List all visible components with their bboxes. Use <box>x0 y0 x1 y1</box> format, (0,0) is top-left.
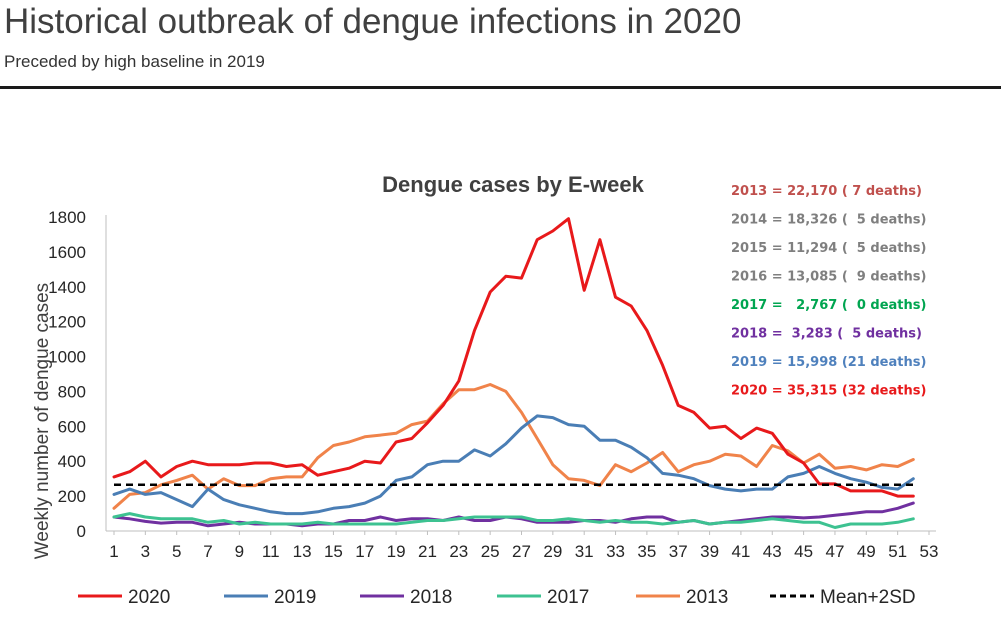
x-tick-label: 35 <box>637 542 656 561</box>
x-tick-label: 51 <box>888 542 907 561</box>
x-tick-label: 9 <box>235 542 244 561</box>
x-tick-label: 27 <box>512 542 531 561</box>
annotation-total: 2020 = 35,315 (32 deaths) <box>731 384 926 399</box>
x-tick-label: 21 <box>418 542 437 561</box>
x-tick-label: 3 <box>141 542 150 561</box>
x-tick-label: 5 <box>172 542 181 561</box>
annotations: 2013 = 22,170 ( 7 deaths) 2014 = 18,326 (… <box>731 184 926 399</box>
annotation-total: 2016 = 13,085 ( 9 deaths) <box>731 270 926 285</box>
x-tick-label: 11 <box>262 542 280 561</box>
x-tick-label: 17 <box>355 542 374 561</box>
legend: 2020 2019 2018 2017 2013 Mean+2SD <box>78 587 916 608</box>
x-tick-label: 33 <box>606 542 625 561</box>
series-line-2019 <box>112 414 915 516</box>
page-title: Historical outbreak of dengue infections… <box>4 2 742 41</box>
legend-label: 2013 <box>686 587 728 608</box>
legend-label: 2017 <box>547 587 589 608</box>
annotation-total: 2018 = 3,283 ( 5 deaths) <box>731 327 922 342</box>
y-tick-label: 1200 <box>48 313 86 332</box>
series-line-2020 <box>112 217 915 498</box>
x-tick-label: 15 <box>324 542 343 561</box>
legend-label: 2019 <box>274 587 316 608</box>
annotation-total: 2014 = 18,326 ( 5 deaths) <box>731 213 926 228</box>
x-tick-label: 1 <box>109 542 118 561</box>
y-tick-label: 600 <box>58 417 86 436</box>
annotation-total: 2015 = 11,294 ( 5 deaths) <box>731 241 926 256</box>
x-tick-label: 49 <box>857 542 876 561</box>
annotation-total: 2013 = 22,170 ( 7 deaths) <box>731 184 922 199</box>
x-tick-label: 29 <box>543 542 562 561</box>
legend-label: Mean+2SD <box>820 587 916 608</box>
x-tick-label: 7 <box>203 542 212 561</box>
header-divider <box>0 86 1001 89</box>
x-tick-label: 13 <box>293 542 312 561</box>
y-tick-label: 0 <box>77 522 86 541</box>
series-line-2017 <box>112 512 915 529</box>
plot-area <box>112 217 915 529</box>
x-tick-label: 31 <box>575 542 594 561</box>
x-tick-label: 41 <box>731 542 750 561</box>
annotation-total: 2017 = 2,767 ( 0 deaths) <box>731 298 926 313</box>
x-tick-label: 19 <box>387 542 406 561</box>
series-line-2013 <box>112 383 915 510</box>
legend-label: 2020 <box>128 587 170 608</box>
x-tick-label: 47 <box>826 542 845 561</box>
y-tick-label: 1400 <box>48 278 86 297</box>
y-axis-label: Weekly number of dengue cases <box>32 283 53 559</box>
x-tick-label: 37 <box>669 542 688 561</box>
chart-title: Dengue cases by E-week <box>382 172 644 197</box>
y-tick-label: 1800 <box>48 208 86 227</box>
legend-label: 2018 <box>410 587 452 608</box>
x-tick-label: 43 <box>763 542 782 561</box>
page-subtitle: Preceded by high baseline in 2019 <box>4 52 265 71</box>
y-tick-label: 1600 <box>48 243 86 262</box>
y-tick-label: 800 <box>58 382 86 401</box>
y-tick-label: 400 <box>58 452 86 471</box>
x-tick-label: 45 <box>794 542 813 561</box>
annotation-total: 2019 = 15,998 (21 deaths) <box>731 355 926 370</box>
x-tick-label: 23 <box>449 542 468 561</box>
x-tick-label: 25 <box>481 542 500 561</box>
x-tick-label: 53 <box>920 542 939 561</box>
x-tick-label: 39 <box>700 542 719 561</box>
y-tick-label: 1000 <box>48 348 86 367</box>
y-tick-label: 200 <box>58 487 86 506</box>
